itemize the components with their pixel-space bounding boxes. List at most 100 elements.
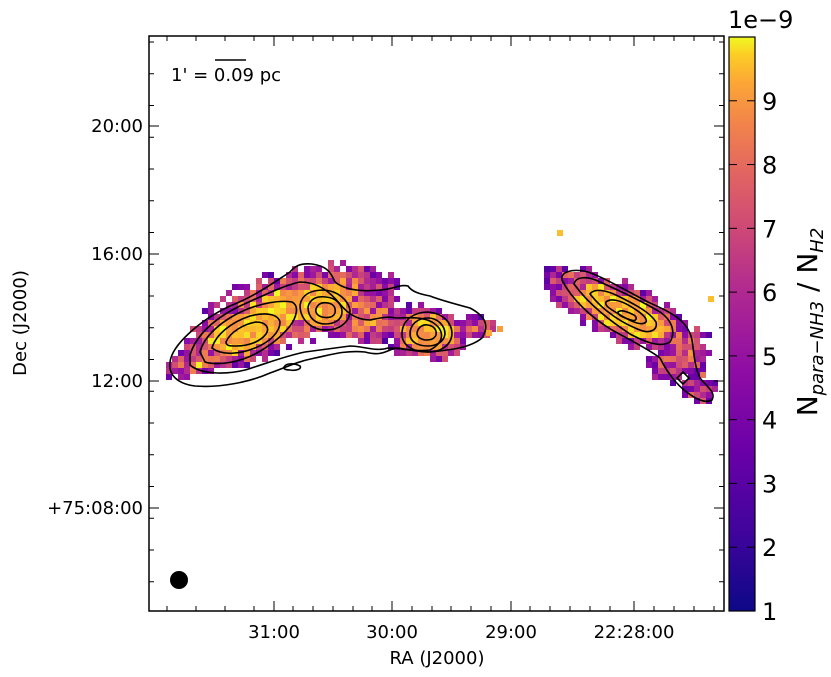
- heatmap-pixel: [664, 332, 670, 338]
- heatmap-pixel: [190, 350, 196, 356]
- heatmap-pixel: [208, 320, 214, 326]
- heatmap-pixel: [262, 356, 268, 362]
- heatmap-pixel: [544, 272, 550, 278]
- heatmap-pixel: [256, 290, 262, 296]
- heatmap-pixel: [364, 272, 370, 278]
- heatmap-pixel: [670, 380, 676, 386]
- heatmap-pixel: [286, 308, 292, 314]
- heatmap-pixel: [352, 308, 358, 314]
- heatmap-pixel: [226, 320, 232, 326]
- heatmap-pixel: [256, 332, 262, 338]
- heatmap-pixel: [334, 320, 340, 326]
- heatmap-pixel: [708, 296, 714, 302]
- heatmap-pixel: [436, 356, 442, 362]
- heatmap-pixel: [388, 272, 394, 278]
- heatmap-pixel: [382, 278, 388, 284]
- heatmap-pixel: [598, 326, 604, 332]
- heatmap-pixel: [688, 362, 694, 368]
- heatmap-pixel: [448, 314, 454, 320]
- heatmap-pixel: [682, 386, 688, 392]
- heatmap-pixel: [352, 320, 358, 326]
- heatmap-pixel: [286, 302, 292, 308]
- heatmap-pixel: [346, 332, 352, 338]
- heatmap-pixel: [574, 290, 580, 296]
- heatmap-pixel: [400, 320, 406, 326]
- heatmap-pixel: [484, 320, 490, 326]
- heatmap-pixel: [544, 266, 550, 272]
- heatmap-pixel: [208, 338, 214, 344]
- heatmap-pixel: [304, 284, 310, 290]
- y-tick-label: 16:00: [91, 244, 143, 265]
- heatmap-pixel: [346, 296, 352, 302]
- x-tick-label: 22:28:00: [594, 622, 675, 643]
- heatmap-pixel: [250, 350, 256, 356]
- heatmap-pixel: [412, 314, 418, 320]
- heatmap-pixel: [280, 290, 286, 296]
- contour-mid-4: [409, 317, 446, 347]
- heatmap-pixel: [628, 326, 634, 332]
- heatmap-pixel: [676, 338, 682, 344]
- heatmap-pixel: [412, 308, 418, 314]
- heatmap-pixel: [676, 368, 682, 374]
- heatmap-pixel: [256, 326, 262, 332]
- heatmap-pixel: [412, 344, 418, 350]
- heatmap-pixel: [334, 314, 340, 320]
- heatmap-pixel: [658, 374, 664, 380]
- heatmap-pixel: [424, 332, 430, 338]
- heatmap-pixel: [226, 332, 232, 338]
- heatmap-pixel: [262, 302, 268, 308]
- heatmap-pixel: [616, 332, 622, 338]
- heatmap-pixel: [262, 284, 268, 290]
- heatmap-pixel: [700, 368, 706, 374]
- heatmap-pixel: [298, 320, 304, 326]
- heatmap-pixel: [310, 326, 316, 332]
- heatmap-pixel: [592, 308, 598, 314]
- colorbar-title: Npara−NH3 / NH2: [791, 228, 828, 417]
- heatmap-pixel: [268, 308, 274, 314]
- heatmap-pixel: [424, 350, 430, 356]
- heatmap-pixel: [286, 290, 292, 296]
- heatmap-pixel: [298, 272, 304, 278]
- heatmap-pixel: [316, 296, 322, 302]
- heatmap-pixel: [232, 308, 238, 314]
- heatmap-pixel: [454, 320, 460, 326]
- heatmap-pixel: [448, 344, 454, 350]
- heatmap-pixel: [286, 332, 292, 338]
- heatmap-pixel: [688, 386, 694, 392]
- heatmap-pixel: [664, 344, 670, 350]
- heatmap-pixel: [562, 278, 568, 284]
- heatmap-pixel: [268, 272, 274, 278]
- heatmap-pixel: [652, 362, 658, 368]
- heatmap-pixel: [664, 338, 670, 344]
- heatmap-pixel: [214, 332, 220, 338]
- heatmap-pixel: [358, 278, 364, 284]
- heatmap-pixel: [274, 308, 280, 314]
- heatmap-pixel: [640, 326, 646, 332]
- heatmap-pixel: [346, 320, 352, 326]
- heatmap-pixel: [430, 314, 436, 320]
- heatmap-pixel: [604, 290, 610, 296]
- heatmap-pixel: [586, 272, 592, 278]
- heatmap-pixel: [244, 290, 250, 296]
- heatmap-pixel: [394, 320, 400, 326]
- heatmap-pixel: [454, 338, 460, 344]
- heatmap-pixel: [256, 308, 262, 314]
- heatmap-pixel: [238, 314, 244, 320]
- heatmap-pixel: [292, 320, 298, 326]
- heatmap-pixel: [280, 308, 286, 314]
- heatmap-pixel: [364, 338, 370, 344]
- heatmap-pixel: [676, 362, 682, 368]
- heatmap-pixel: [274, 338, 280, 344]
- heatmap-pixel: [556, 272, 562, 278]
- heatmap-pixel: [346, 266, 352, 272]
- heatmap-pixel: [604, 320, 610, 326]
- heatmap-pixel: [676, 314, 682, 320]
- heatmap-pixel: [634, 332, 640, 338]
- heatmap-pixel: [238, 338, 244, 344]
- heatmap-pixel: [370, 302, 376, 308]
- heatmap-pixel: [478, 326, 484, 332]
- heatmap-pixel: [394, 332, 400, 338]
- heatmap-pixel: [364, 278, 370, 284]
- heatmap-pixel: [202, 356, 208, 362]
- heatmap-pixel: [178, 368, 184, 374]
